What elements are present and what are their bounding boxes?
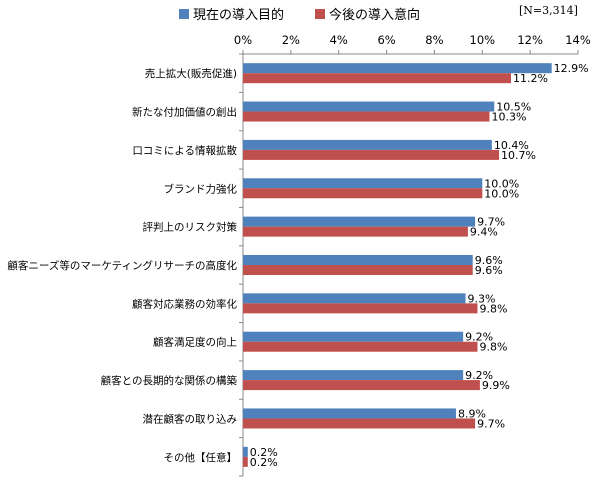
legend-label-future: 今後の導入意向 (329, 8, 421, 23)
bar-future (243, 456, 248, 467)
data-label: 10.4% (494, 139, 529, 152)
bar-current (243, 139, 492, 150)
data-label: 0.2% (250, 456, 278, 469)
data-label: 9.3% (468, 292, 496, 305)
x-tick-label: 4% (330, 33, 348, 47)
sample-size-note: [N=3,314] (519, 4, 578, 17)
data-label: 9.9% (482, 379, 510, 392)
data-label: 10.0% (484, 177, 519, 190)
bar-current (243, 370, 464, 381)
category-label: 口コミによる情報拡散 (132, 144, 237, 157)
data-label: 8.9% (458, 407, 486, 420)
x-tick-label: 12% (517, 33, 543, 47)
x-tick-label: 10% (470, 33, 496, 47)
category-label: 顧客満足度の向上 (153, 336, 237, 349)
data-label: 10.7% (501, 149, 536, 162)
bar-future (243, 418, 476, 429)
bar-current (243, 255, 473, 265)
bar-future (243, 111, 490, 122)
category-label: その他【任意】 (164, 451, 238, 464)
category-label: 評判上のリスク対策 (143, 221, 238, 234)
legend-swatch-future (315, 8, 325, 19)
data-label: 11.2% (513, 72, 548, 85)
category-label: ブランド力強化 (164, 182, 238, 195)
x-tick-label: 6% (377, 33, 395, 47)
bar-future (243, 149, 500, 160)
data-label: 9.8% (480, 302, 508, 315)
bar-current (243, 331, 464, 342)
bar-current (243, 293, 466, 304)
data-label: 10.0% (484, 187, 519, 200)
data-label: 9.4% (470, 226, 498, 239)
legend-item-current: 現在の導入目的 (179, 4, 284, 23)
category-label: 顧客対応業務の効率化 (132, 297, 237, 310)
bar-current (243, 63, 552, 74)
data-label: 9.7% (477, 417, 505, 430)
bar-future (243, 73, 511, 84)
x-tick-label: 14% (565, 33, 591, 47)
data-label: 9.6% (475, 254, 503, 267)
bar-future (243, 188, 483, 199)
legend: 現在の導入目的 今後の導入意向 (0, 4, 603, 24)
data-label: 9.2% (465, 331, 493, 344)
legend-item-future: 今後の導入意向 (315, 4, 420, 23)
data-label: 9.8% (480, 341, 508, 354)
data-label: 9.2% (465, 369, 493, 382)
bar-current (243, 408, 456, 419)
data-label: 10.5% (496, 101, 531, 114)
bar-current (243, 216, 476, 227)
legend-swatch-current (179, 8, 189, 19)
bar-current (243, 101, 495, 112)
bar-future (243, 265, 473, 275)
data-label: 12.9% (554, 62, 589, 75)
x-tick-label: 2% (282, 33, 300, 47)
data-label: 10.3% (491, 111, 526, 124)
data-label: 0.2% (250, 446, 278, 459)
category-label: 新たな付加価値の創出 (132, 106, 237, 119)
bar-future (243, 341, 478, 352)
category-label: 潜在顧客の取り込み (143, 412, 238, 425)
category-label: 顧客との長期的な関係の構築 (101, 374, 238, 387)
legend-label-current: 現在の導入目的 (193, 8, 285, 23)
data-label: 9.6% (475, 264, 503, 277)
bar-current (243, 446, 248, 457)
bar-future (243, 380, 480, 391)
category-label: 顧客ニーズ等のマーケティングリサーチの高度化 (7, 259, 237, 272)
x-tick-label: 8% (425, 33, 443, 47)
data-label: 9.7% (477, 216, 505, 229)
x-tick-label: 0% (234, 33, 252, 47)
bar-future (243, 303, 478, 314)
category-label: 売上拡大(販売促進) (145, 67, 237, 80)
bar-current (243, 178, 483, 189)
bar-future (243, 226, 468, 237)
